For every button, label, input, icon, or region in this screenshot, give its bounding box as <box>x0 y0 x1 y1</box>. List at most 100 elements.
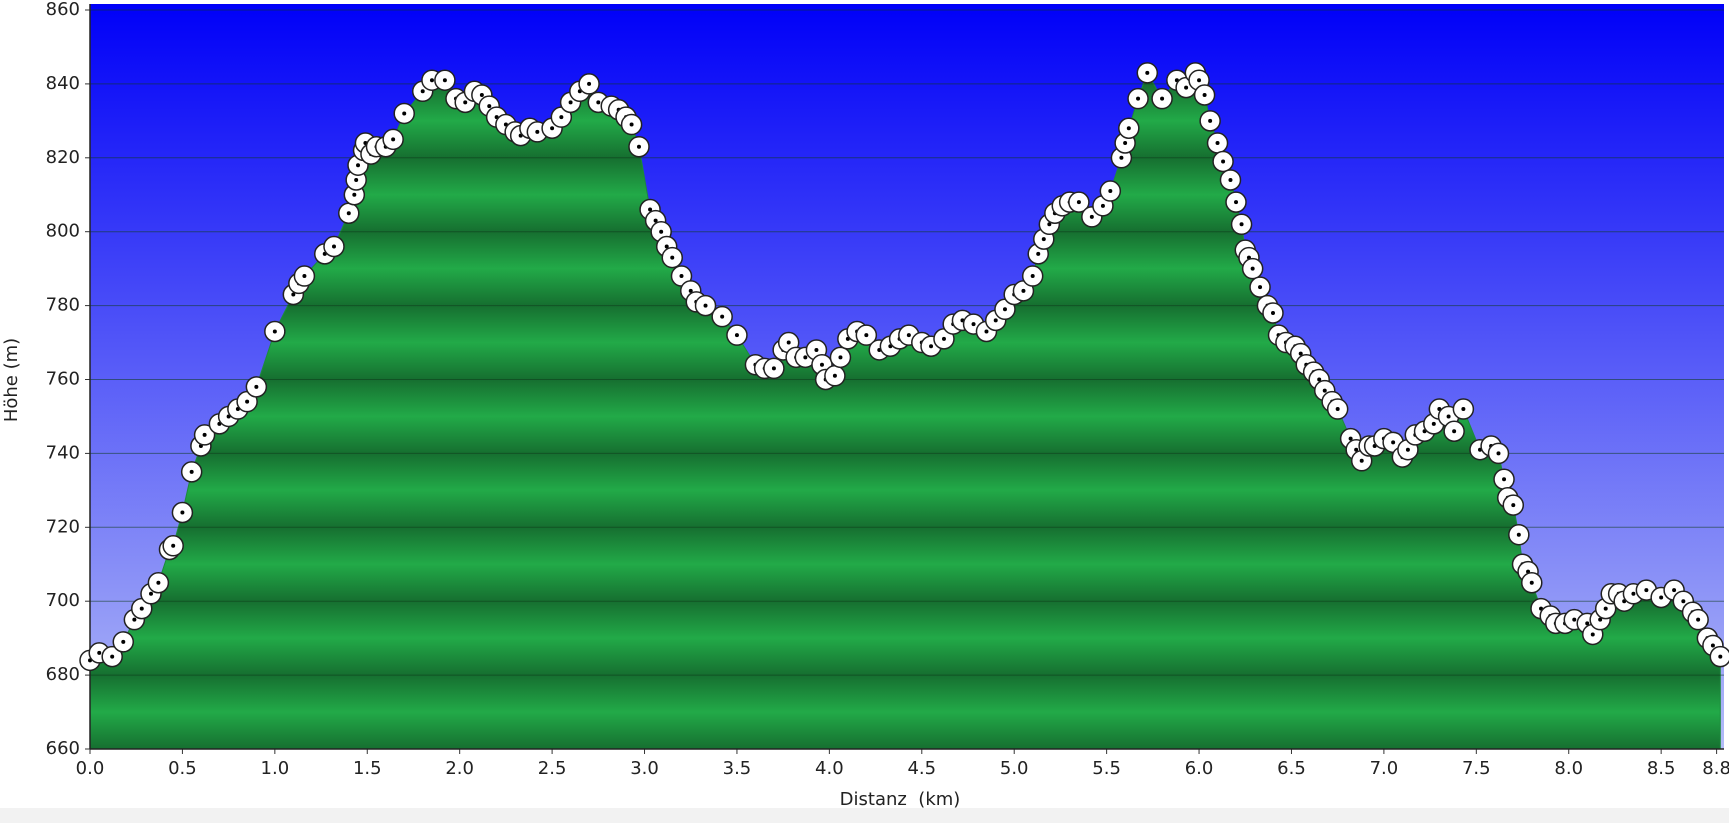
point-dot <box>132 617 137 622</box>
point-dot <box>1202 92 1207 97</box>
point-dot <box>1108 189 1113 194</box>
point-dot <box>331 244 336 249</box>
x-tick-label: 8.8 <box>1702 758 1729 779</box>
point-dot <box>1239 222 1244 227</box>
point-dot <box>587 81 592 86</box>
point-dot <box>1208 118 1213 123</box>
point-dot <box>1123 141 1128 146</box>
x-tick-label: 6.0 <box>1185 758 1214 779</box>
point-dot <box>1100 203 1105 208</box>
point-dot <box>1126 126 1131 131</box>
point-dot <box>720 314 725 319</box>
point-dot <box>670 255 675 260</box>
point-dot <box>1047 222 1052 227</box>
y-tick-label: 720 <box>46 516 80 537</box>
point-dot <box>659 229 664 234</box>
point-dot <box>1335 407 1340 412</box>
point-dot <box>1184 85 1189 90</box>
point-dot <box>245 399 250 404</box>
point-dot <box>679 274 684 279</box>
point-dot <box>1215 141 1220 146</box>
point-dot <box>1359 458 1364 463</box>
x-tick-label: 8.5 <box>1647 758 1676 779</box>
point-dot <box>352 192 357 197</box>
point-dot <box>487 104 492 109</box>
point-dot <box>1197 78 1202 83</box>
point-dot <box>1572 617 1577 622</box>
x-tick-label: 4.0 <box>815 758 844 779</box>
point-dot <box>139 606 144 611</box>
point-dot <box>1461 407 1466 412</box>
point-dot <box>356 163 361 168</box>
point-dot <box>1160 96 1165 101</box>
y-tick-label: 840 <box>46 73 80 94</box>
point-dot <box>302 274 307 279</box>
point-dot <box>559 115 564 120</box>
point-dot <box>1631 591 1636 596</box>
point-dot <box>929 344 934 349</box>
point-dot <box>429 78 434 83</box>
point-dot <box>1270 310 1275 315</box>
point-dot <box>1516 532 1521 537</box>
point-dot <box>1681 599 1686 604</box>
point-dot <box>814 347 819 352</box>
point-dot <box>993 318 998 323</box>
point-dot <box>1590 632 1595 637</box>
point-dot <box>535 129 540 134</box>
point-dot <box>1603 606 1608 611</box>
point-dot <box>1405 447 1410 452</box>
y-tick-label: 660 <box>46 738 80 759</box>
point-dot <box>1317 377 1322 382</box>
point-dot <box>291 292 296 297</box>
point-dot <box>1446 414 1451 419</box>
point-dot <box>1348 436 1353 441</box>
point-dot <box>1598 617 1603 622</box>
x-tick-label: 8.0 <box>1554 758 1583 779</box>
point-dot <box>148 591 153 596</box>
point-dot <box>171 543 176 548</box>
y-tick-label: 740 <box>46 442 80 463</box>
point-dot <box>463 100 468 105</box>
point-dot <box>110 654 115 659</box>
y-tick-label: 860 <box>46 0 80 20</box>
point-dot <box>346 211 351 216</box>
point-dot <box>832 373 837 378</box>
point-dot <box>1502 477 1507 482</box>
point-dot <box>1221 159 1226 164</box>
x-tick-label: 1.0 <box>261 758 290 779</box>
point-dot <box>156 580 161 585</box>
point-dot <box>1718 654 1723 659</box>
point-dot <box>1036 251 1041 256</box>
point-dot <box>636 144 641 149</box>
point-dot <box>202 432 207 437</box>
point-dot <box>1391 440 1396 445</box>
point-dot <box>1672 588 1677 593</box>
y-tick-label: 680 <box>46 664 80 685</box>
point-dot <box>1696 617 1701 622</box>
point-dot <box>984 329 989 334</box>
point-dot <box>1529 580 1534 585</box>
point-dot <box>1250 266 1255 271</box>
point-dot <box>786 340 791 345</box>
x-tick-label: 4.5 <box>907 758 936 779</box>
point-dot <box>189 469 194 474</box>
point-dot <box>1431 421 1436 426</box>
point-dot <box>596 100 601 105</box>
x-tick-label: 1.5 <box>353 758 382 779</box>
x-tick-label: 6.5 <box>1277 758 1306 779</box>
point-dot <box>479 92 484 97</box>
point-dot <box>1354 447 1359 452</box>
point-dot <box>648 207 653 212</box>
x-tick-label: 7.5 <box>1462 758 1491 779</box>
point-dot <box>734 333 739 338</box>
point-dot <box>1041 237 1046 242</box>
y-tick-label: 700 <box>46 590 80 611</box>
point-dot <box>664 244 669 249</box>
point-dot <box>1511 503 1516 508</box>
point-dot <box>1002 307 1007 312</box>
point-dot <box>1452 429 1457 434</box>
x-tick-label: 0.0 <box>76 758 105 779</box>
point-dot <box>1496 451 1501 456</box>
x-tick-label: 3.5 <box>723 758 752 779</box>
